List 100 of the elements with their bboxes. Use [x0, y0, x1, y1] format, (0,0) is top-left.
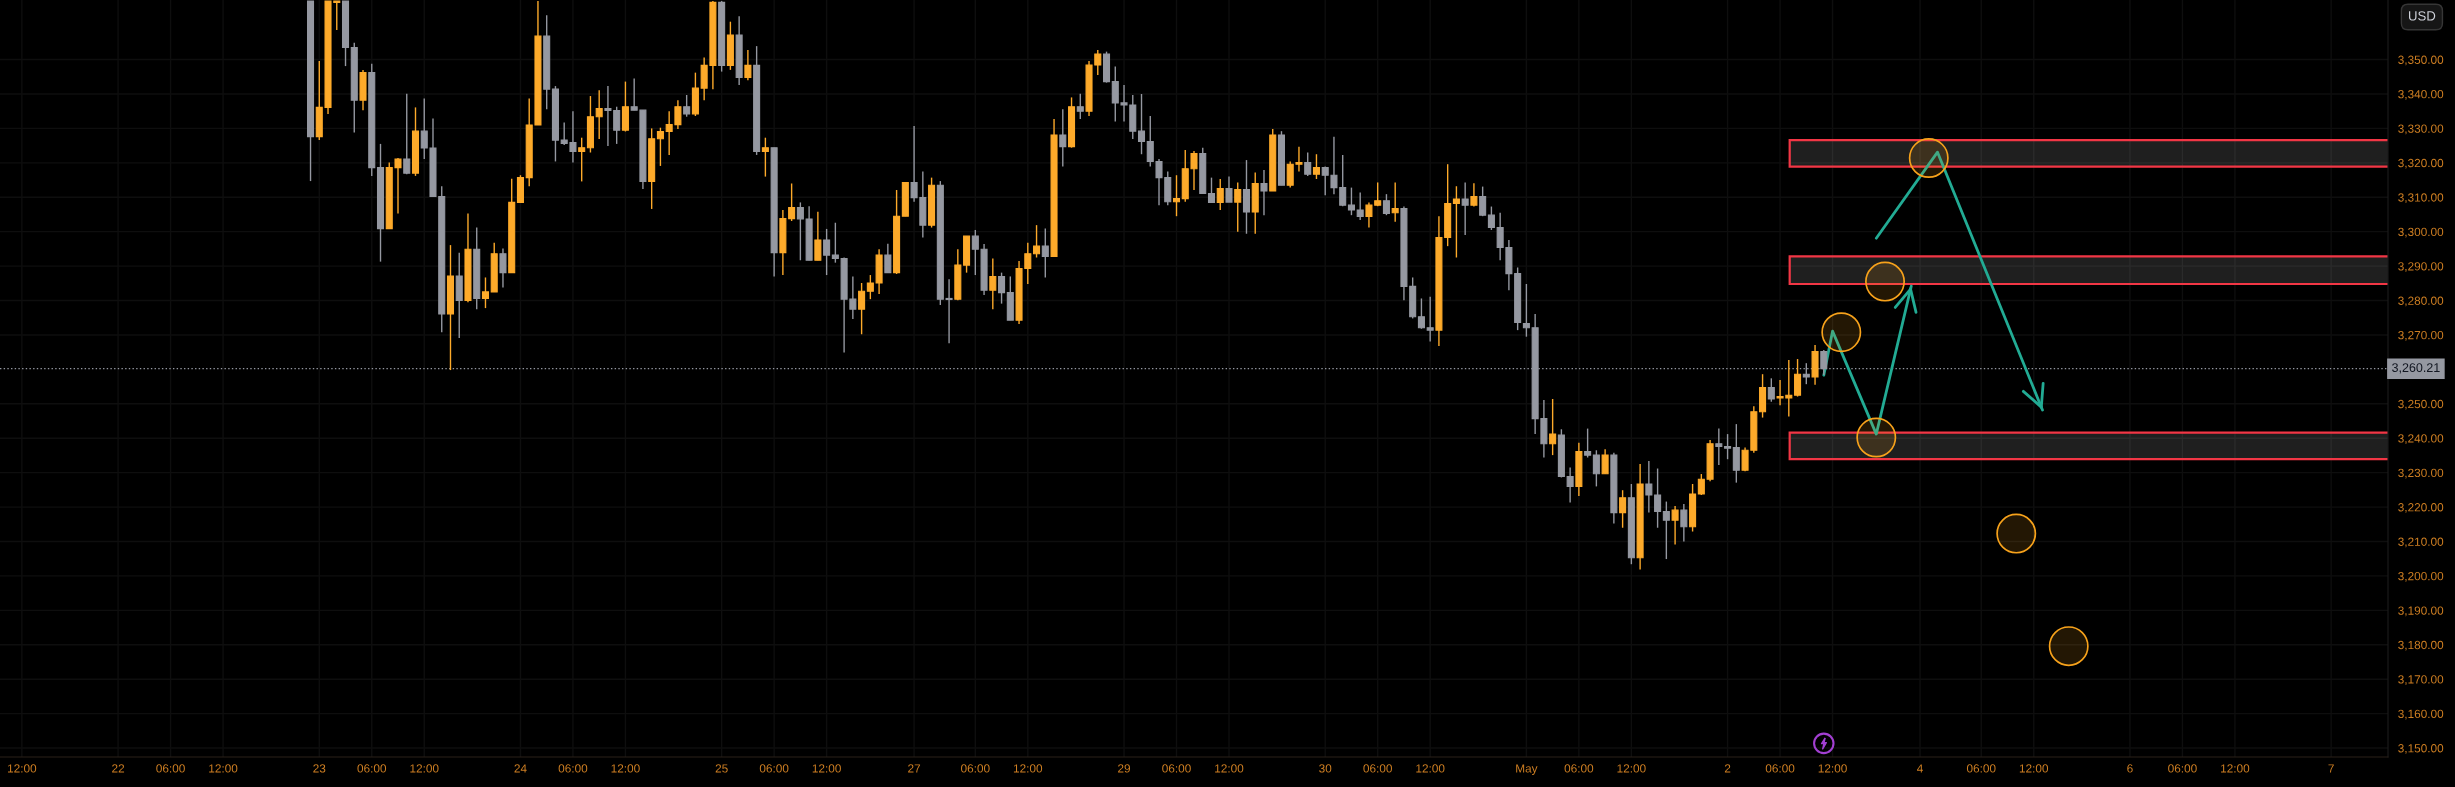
candlestick — [744, 49, 752, 81]
y-tick-label: 3,230.00 — [2398, 468, 2444, 479]
candlestick — [1076, 92, 1084, 120]
point — [1821, 312, 1862, 353]
candlestick — [1601, 448, 1609, 475]
candlestick — [1767, 377, 1775, 403]
x-tick-label: 06:00 — [1363, 764, 1392, 773]
candlestick — [1033, 224, 1041, 259]
y-tick-label: 3,270.00 — [2398, 330, 2444, 341]
x-tick-label: 7 — [2328, 764, 2334, 773]
candlestick — [1619, 489, 1627, 529]
point — [1856, 417, 1897, 458]
x-tick-label: 06:00 — [156, 764, 185, 773]
line-series — [1822, 284, 1913, 436]
point — [1865, 261, 1906, 302]
candlestick — [595, 89, 603, 140]
candlestick — [998, 271, 1006, 305]
y-tick-label: 3,200.00 — [2398, 571, 2444, 582]
x-tick-label: 12:00 — [1818, 764, 1847, 773]
candlestick — [656, 127, 664, 167]
candlestick — [761, 137, 769, 178]
candlestick — [499, 247, 507, 289]
candlestick — [1794, 358, 1802, 398]
candlestick — [1680, 503, 1688, 543]
candlestick — [1549, 398, 1557, 456]
candlestick — [1260, 169, 1268, 216]
candlestick — [1426, 296, 1434, 343]
x-tick-label: 06:00 — [558, 764, 588, 773]
point — [2048, 626, 2089, 667]
candlestick — [1207, 176, 1216, 204]
candlestick — [621, 80, 629, 133]
candlestick — [1662, 500, 1670, 560]
y-tick-label: 3,310.00 — [2398, 193, 2444, 204]
y-tick-label: 3,220.00 — [2398, 503, 2444, 513]
y-tick-label: 3,340.00 — [2398, 90, 2444, 100]
x-tick-label: May — [1516, 764, 1538, 775]
candlestick — [1479, 185, 1487, 217]
y-tick-label: 3,280.00 — [2398, 296, 2444, 307]
candlestick — [1216, 178, 1224, 211]
x-tick-label: 6 — [2127, 764, 2133, 773]
candlestick — [1592, 449, 1600, 488]
x-tick-label: 12:00 — [410, 764, 439, 773]
candlestick — [1487, 205, 1495, 231]
candlestick — [1059, 108, 1067, 168]
x-tick-label: 27 — [908, 764, 921, 773]
y-tick-label: 3,350.00 — [2398, 55, 2444, 66]
x-tick-label: 12:00 — [209, 764, 238, 773]
candlestick — [1461, 181, 1469, 236]
candlestick — [823, 228, 831, 276]
x-tick-label: 12:00 — [1416, 764, 1445, 773]
candlestick — [1732, 423, 1740, 484]
x-tick-label: 12:00 — [2221, 764, 2250, 773]
x-tick-label: 12:00 — [2019, 764, 2049, 773]
ref-line-label: 3,260.21 — [2392, 363, 2440, 374]
x-tick-label: 06:00 — [2168, 764, 2197, 773]
y-tick-label: 3,240.00 — [2398, 434, 2444, 445]
x-tick-label: 12:00 — [611, 764, 640, 773]
x-tick-label: 24 — [514, 764, 527, 773]
candlestick — [481, 276, 490, 309]
candlestick — [1137, 93, 1146, 155]
candlestick — [1225, 175, 1233, 203]
candlestick — [1452, 185, 1460, 259]
candlestick — [1242, 159, 1251, 235]
candlestick — [403, 92, 411, 175]
x-tick-label: 22 — [112, 764, 125, 773]
candlestick — [1172, 174, 1181, 217]
x-tick-label: 06:00 — [357, 764, 387, 773]
y-tick-label: 3,180.00 — [2398, 640, 2444, 651]
candlestick — [1645, 460, 1653, 514]
candlestick — [683, 94, 691, 118]
x-tick-label: 12:00 — [1013, 764, 1043, 773]
x-tick-label: 4 — [1917, 764, 1923, 773]
x-tick-label: 06:00 — [759, 764, 789, 773]
candlestick — [1304, 151, 1312, 177]
candlestick — [1312, 153, 1320, 180]
x-tick-label: 12:00 — [1617, 764, 1646, 773]
y-axis-title: USD — [2409, 11, 2436, 21]
candlestick — [989, 257, 997, 310]
candlestick — [578, 137, 586, 183]
x-tick-label: 12:00 — [8, 764, 37, 773]
candlestick — [1671, 505, 1679, 546]
candlestick — [1724, 433, 1732, 460]
x-tick-label: 30 — [1319, 764, 1332, 773]
candlestick — [1356, 191, 1364, 221]
y-tick-label: 3,300.00 — [2398, 227, 2444, 238]
candlestick — [1584, 427, 1592, 459]
y-tick-label: 3,160.00 — [2398, 709, 2444, 720]
candlestick — [884, 243, 892, 274]
point — [1996, 513, 2037, 554]
candlestick — [1382, 193, 1390, 216]
y-tick-label: 3,210.00 — [2398, 537, 2444, 548]
x-tick-label: 23 — [313, 764, 326, 773]
y-tick-label: 3,250.00 — [2398, 399, 2444, 410]
x-tick-label: 25 — [715, 764, 728, 773]
x-tick-label: 12:00 — [1215, 764, 1244, 773]
x-tick-label: 06:00 — [1162, 764, 1191, 773]
y-tick-label: 3,330.00 — [2398, 124, 2444, 135]
candlestick — [1391, 181, 1399, 223]
candlestick — [858, 282, 866, 335]
candlestick — [1417, 297, 1425, 330]
